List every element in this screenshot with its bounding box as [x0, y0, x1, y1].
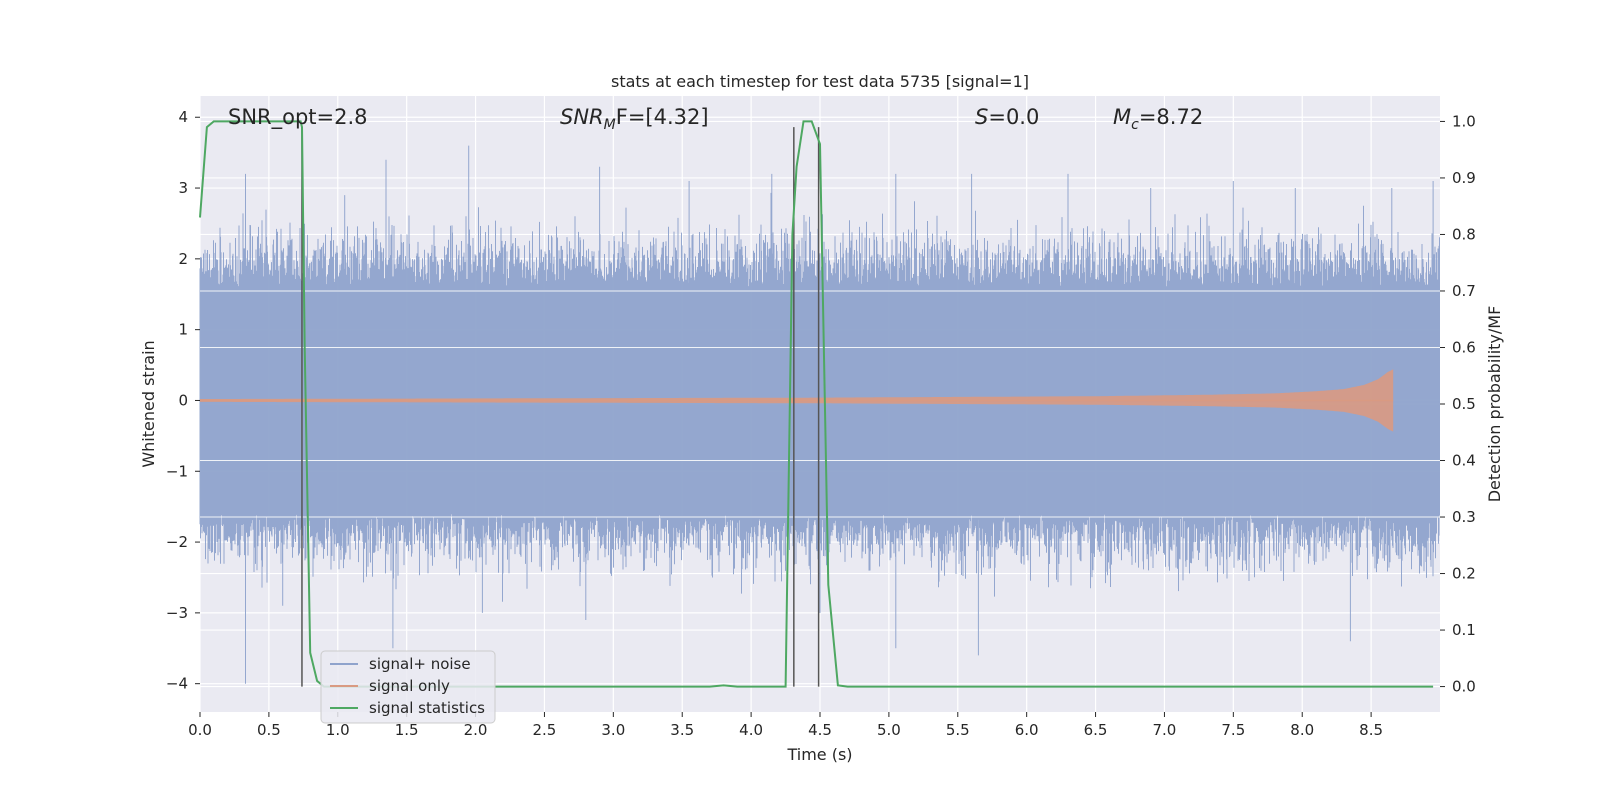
annotation-s-rest: =0.0	[988, 105, 1039, 129]
chart-title: stats at each timestep for test data 573…	[611, 72, 1029, 91]
legend-entry-signal-noise: signal+ noise	[369, 655, 471, 673]
y-tick-label: 4	[178, 108, 188, 126]
annotation-snr-mf-sub: M	[604, 117, 616, 133]
x-tick-label: 3.0	[601, 721, 625, 739]
annotation-mc-rest: =8.72	[1139, 105, 1203, 129]
annotation-snr-opt: SNR_opt=2.8	[228, 105, 368, 130]
annotation-mc: Mc=8.72	[1113, 105, 1203, 133]
legend-box	[320, 650, 496, 724]
y2-tick-label: 0.1	[1452, 621, 1476, 639]
y-tick-label: 1	[178, 321, 188, 339]
y2-axis-label: Detection probability/MF	[1485, 306, 1504, 503]
x-tick-label: 4.5	[808, 721, 832, 739]
y2-tick-label: 0.0	[1452, 678, 1476, 696]
x-tick-label: 5.0	[877, 721, 901, 739]
annotation-snr-mf: SNRMF=[4.32]	[560, 105, 709, 133]
annotation-s-main: S	[975, 105, 988, 129]
series-signal-noise	[199, 145, 1440, 684]
x-tick-label: 4.0	[739, 721, 763, 739]
y2-tick-label: 0.9	[1452, 169, 1476, 187]
y-axis-ticks: 4 3 2 1 0 −1 −2 −3 −4	[166, 108, 200, 693]
y2-tick-label: 0.2	[1452, 565, 1476, 583]
y-tick-label: 0	[178, 391, 188, 409]
y-tick-label: 3	[178, 179, 188, 197]
y-axis-label: Whitened strain	[139, 340, 158, 467]
x-tick-label: 6.0	[1015, 721, 1039, 739]
annotation-mc-sub: c	[1131, 117, 1139, 133]
series-signal-statistics	[199, 120, 1434, 688]
annotation-snr-mf-main: SNR	[560, 105, 604, 129]
x-tick-label: 2.0	[464, 721, 488, 739]
x-tick-label: 5.5	[946, 721, 970, 739]
x-tick-label: 7.5	[1221, 721, 1245, 739]
x-tick-label: 6.5	[1084, 721, 1108, 739]
y-tick-label: −3	[166, 604, 188, 622]
y2-tick-label: 0.8	[1452, 225, 1476, 243]
x-axis-label: Time (s)	[786, 745, 852, 764]
x-tick-label: 0.5	[257, 721, 281, 739]
y2-tick-label: 0.7	[1452, 282, 1476, 300]
annotation-snr-mf-rest: F=[4.32]	[616, 105, 709, 129]
x-tick-label: 1.0	[326, 721, 350, 739]
y-tick-label: −1	[166, 462, 188, 480]
y-tick-label: −2	[166, 533, 188, 551]
series-signal-only	[200, 369, 1394, 432]
annotation-s: S=0.0	[975, 105, 1039, 129]
y2-tick-label: 1.0	[1452, 112, 1476, 130]
legend: signal+ noise signal only signal statist…	[320, 650, 496, 724]
x-tick-label: 0.0	[188, 721, 212, 739]
x-tick-label: 3.5	[670, 721, 694, 739]
x-tick-label: 1.5	[395, 721, 419, 739]
y2-tick-label: 0.4	[1452, 452, 1476, 470]
y2-tick-label: 0.5	[1452, 395, 1476, 413]
signal-statistics-line	[199, 120, 1434, 688]
x-tick-label: 8.0	[1290, 721, 1314, 739]
x-axis-ticks: 0.0 0.5 1.0 1.5 2.0 2.5 3.0 3.5 4.0 4.5 5.0 5.5 6.0 6…	[188, 712, 1383, 739]
annotation-mc-main: M	[1113, 105, 1131, 129]
legend-entry-signal-statistics: signal statistics	[369, 699, 485, 717]
x-tick-label: 7.0	[1153, 721, 1177, 739]
x-tick-label: 8.5	[1359, 721, 1383, 739]
y2-tick-label: 0.6	[1452, 338, 1476, 356]
y2-tick-label: 0.3	[1452, 508, 1476, 526]
y-tick-label: −4	[166, 675, 188, 693]
legend-entry-signal-only: signal only	[369, 677, 450, 695]
x-tick-label: 2.5	[533, 721, 557, 739]
y-tick-label: 2	[178, 250, 188, 268]
y2-axis-ticks: 1.0 0.9 0.8 0.7 0.6 0.5 0.4 0.3 0.2 0.1 0.0	[1440, 112, 1476, 696]
